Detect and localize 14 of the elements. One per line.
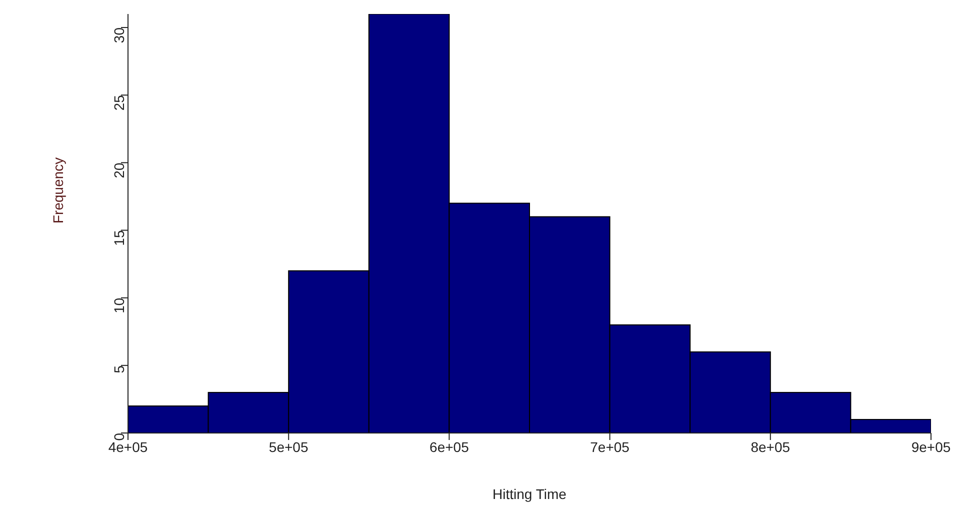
x-tick-label: 9e+05 xyxy=(911,438,951,455)
x-axis-title: Hitting Time xyxy=(492,486,567,502)
y-tick-label: 10 xyxy=(110,298,127,314)
y-tick-label: 0 xyxy=(110,432,127,441)
y-tick-label: 25 xyxy=(110,94,127,111)
y-tick-label: 5 xyxy=(110,365,127,374)
y-tick-label: 20 xyxy=(110,162,127,178)
x-tick-label: 6e+05 xyxy=(430,438,470,455)
x-tick-label: 7e+05 xyxy=(590,438,630,455)
x-tick-label: 5e+05 xyxy=(268,438,308,455)
x-tick-label: 8e+05 xyxy=(750,438,790,455)
y-axis-title: Frequency xyxy=(50,157,66,224)
y-tick-label: 30 xyxy=(110,27,127,44)
y-tick-label: 15 xyxy=(110,230,127,246)
